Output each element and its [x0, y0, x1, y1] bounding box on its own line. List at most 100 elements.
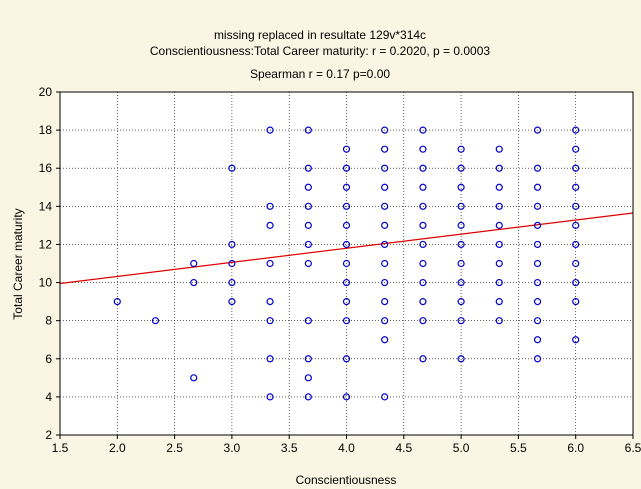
data-point	[457, 202, 465, 210]
data-point	[304, 126, 312, 134]
data-point	[533, 183, 542, 191]
data-point	[457, 221, 465, 229]
data-point	[304, 202, 312, 210]
data-point	[572, 164, 580, 172]
data-point	[342, 183, 351, 191]
data-point	[342, 240, 351, 249]
data-point	[533, 164, 542, 172]
data-point	[457, 259, 465, 268]
axis-ticks: 1.5 2.0 2.5 3.0 3.5 4.0 4.5 5.0 5.5 6.0 6.5 2 4 6 8 10 1…	[39, 85, 641, 455]
x-tick-label: 5.5	[510, 441, 527, 455]
y-tick-label: 12	[39, 237, 53, 251]
data-point	[266, 126, 274, 134]
data-point	[419, 202, 427, 210]
data-point	[304, 355, 312, 363]
data-point	[266, 317, 274, 325]
y-tick-label: 6	[45, 352, 52, 366]
data-point	[228, 298, 236, 306]
data-points	[113, 126, 580, 401]
data-point	[419, 183, 427, 191]
data-point	[381, 202, 389, 210]
data-point	[342, 221, 351, 229]
data-point	[342, 259, 351, 268]
data-point	[342, 278, 351, 287]
data-point	[304, 374, 312, 382]
data-point	[495, 298, 503, 306]
data-point	[342, 145, 351, 153]
data-point	[266, 355, 274, 363]
y-tick-label: 2	[45, 428, 52, 442]
data-point	[419, 298, 427, 306]
data-point	[381, 278, 389, 287]
data-point	[151, 317, 160, 325]
data-point	[342, 164, 351, 172]
data-point	[457, 278, 465, 287]
data-point	[457, 240, 465, 249]
y-axis-label: Total Career maturity	[11, 208, 25, 319]
data-point	[533, 126, 542, 134]
data-point	[457, 183, 465, 191]
data-point	[419, 317, 427, 325]
data-point	[228, 259, 236, 268]
chart-title-line-1: missing replaced in resultate 129v*314c	[214, 28, 426, 42]
data-point	[572, 202, 580, 210]
data-point	[342, 298, 351, 306]
data-point	[533, 355, 542, 363]
data-point	[381, 183, 389, 191]
data-point	[228, 240, 236, 249]
chart-title-line-3: Spearman r = 0.17 p=0.00	[250, 67, 390, 81]
data-point	[381, 393, 389, 401]
chart-title-line-2: Conscientiousness:Total Career maturity:…	[150, 44, 491, 58]
data-point	[190, 278, 198, 287]
data-point	[342, 317, 351, 325]
data-point	[457, 145, 465, 153]
x-tick-label: 6.5	[625, 441, 641, 455]
data-point	[266, 221, 274, 229]
x-tick-label: 5.0	[453, 441, 470, 455]
data-point	[381, 221, 389, 229]
data-point	[533, 278, 542, 287]
x-tick-label: 3.0	[224, 441, 241, 455]
data-point	[381, 336, 389, 344]
data-point	[190, 259, 198, 268]
data-point	[533, 259, 542, 268]
x-tick-label: 6.0	[567, 441, 584, 455]
data-point	[304, 259, 312, 268]
data-point	[419, 278, 427, 287]
regression-line-group	[59, 212, 634, 285]
data-point	[533, 202, 542, 210]
y-tick-label: 4	[45, 390, 52, 404]
data-point	[572, 278, 580, 287]
data-point	[572, 221, 580, 229]
data-point	[228, 164, 236, 172]
data-point	[495, 145, 503, 153]
x-tick-label: 1.5	[52, 441, 69, 455]
data-point	[419, 164, 427, 172]
data-point	[266, 393, 274, 401]
data-point	[266, 202, 274, 210]
data-point	[572, 240, 580, 249]
data-point	[572, 259, 580, 268]
data-point	[457, 298, 465, 306]
y-tick-label: 14	[39, 199, 53, 213]
data-point	[495, 164, 503, 172]
data-point	[381, 126, 389, 134]
data-point	[304, 183, 312, 191]
data-point	[342, 355, 351, 363]
data-point	[381, 259, 389, 268]
y-tick-label: 10	[39, 276, 53, 290]
data-point	[419, 259, 427, 268]
data-point	[533, 221, 542, 229]
data-point	[572, 145, 580, 153]
data-point	[381, 240, 389, 249]
data-point	[495, 221, 503, 229]
data-point	[457, 164, 465, 172]
data-point	[495, 202, 503, 210]
data-point	[304, 317, 312, 325]
data-point	[572, 298, 580, 306]
data-point	[304, 393, 312, 401]
x-tick-label: 3.5	[281, 441, 298, 455]
data-point	[419, 145, 427, 153]
y-tick-label: 18	[39, 123, 53, 137]
